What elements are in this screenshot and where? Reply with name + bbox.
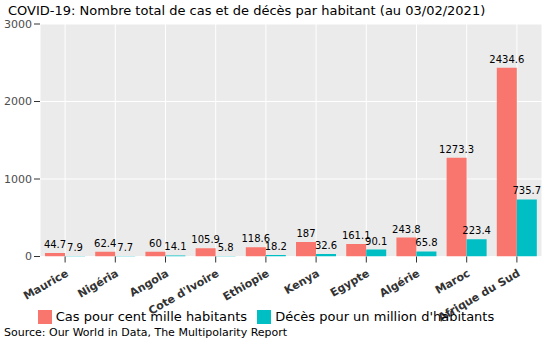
svg-text:1000: 1000	[8, 173, 32, 186]
svg-text:5.8: 5.8	[218, 242, 234, 253]
html-text:COVID-19: Nombre total de cas: COVID-19: Nombre total de cas et de décè…	[8, 3, 486, 18]
svg-text:90.1: 90.1	[365, 236, 387, 247]
svg-text:60: 60	[149, 238, 162, 249]
svg-text:32.6: 32.6	[315, 240, 337, 251]
svg-text:0: 0	[25, 250, 32, 263]
svg-text:Algérie: Algérie	[377, 267, 422, 300]
svg-text:14.1: 14.1	[164, 241, 186, 252]
svg-text:2434.6: 2434.6	[489, 54, 524, 65]
svg-text:3000: 3000	[8, 18, 32, 31]
svg-text:18.2: 18.2	[265, 241, 287, 252]
svg-text:Ethiopie: Ethiopie	[221, 267, 272, 304]
svg-text:161.1: 161.1	[341, 230, 371, 241]
svg-text:2000: 2000	[8, 95, 32, 108]
svg-text:44.7: 44.7	[44, 239, 66, 250]
svg-text:105.9: 105.9	[191, 234, 220, 245]
svg-text:Kenya: Kenya	[282, 267, 322, 297]
svg-text:Maurice: Maurice	[21, 267, 70, 303]
html-text:Cas pour cent mille habitants: Cas pour cent mille habitants	[55, 308, 248, 324]
html-text:Décès pour un million d'habita: Décès pour un million d'habitants	[275, 308, 495, 324]
svg-text:Angola: Angola	[127, 267, 171, 300]
svg-text:187: 187	[296, 228, 315, 239]
svg-text:Afrique du Sud: Afrique du Sud	[436, 267, 523, 324]
svg-text:7.7: 7.7	[117, 242, 133, 253]
svg-text:65.8: 65.8	[415, 237, 437, 248]
svg-text:1273.3: 1273.3	[439, 144, 474, 155]
svg-text:223.4: 223.4	[462, 225, 491, 236]
svg-text:Cote d'Ivoire: Cote d'Ivoire	[146, 267, 221, 318]
svg-text:62.4: 62.4	[94, 238, 116, 249]
svg-text:Egypte: Egypte	[328, 267, 372, 300]
html-text:Source: Our World in Data, The: Source: Our World in Data, The Multipola…	[4, 326, 288, 339]
svg-text:735.7: 735.7	[512, 185, 541, 196]
svg-text:Maroc: Maroc	[433, 267, 472, 297]
svg-text:7.9: 7.9	[67, 242, 83, 253]
svg-text:118.6: 118.6	[241, 233, 271, 245]
svg-text:243.8: 243.8	[392, 224, 421, 235]
svg-text:Nigéria: Nigéria	[75, 267, 120, 301]
